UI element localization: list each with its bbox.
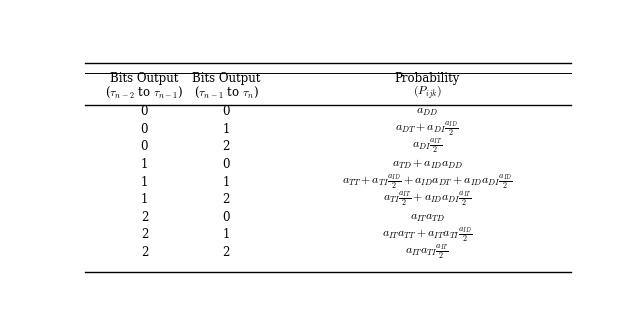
Text: $a_{TI}\frac{a_{IT}}{2} + a_{ID}a_{DI}\frac{a_{IT}}{2}$: $a_{TI}\frac{a_{IT}}{2} + a_{ID}a_{DI}\f… — [383, 190, 472, 209]
Text: 2: 2 — [141, 229, 148, 241]
Text: 2: 2 — [223, 246, 230, 259]
Text: $a_{DI}\frac{a_{IT}}{2}$: $a_{DI}\frac{a_{IT}}{2}$ — [412, 137, 442, 156]
Text: 1: 1 — [223, 229, 230, 241]
Text: 1: 1 — [223, 176, 230, 188]
Text: 0: 0 — [141, 105, 148, 118]
Text: $(P_{ijk})$: $(P_{ijk})$ — [413, 84, 442, 100]
Text: $a_{IT}a_{TT} + a_{IT}a_{TI}\frac{a_{ID}}{2}$: $a_{IT}a_{TT} + a_{IT}a_{TI}\frac{a_{ID}… — [382, 225, 472, 245]
Text: 0: 0 — [223, 105, 230, 118]
Text: $a_{TT} + a_{TI}\frac{a_{ID}}{2} + a_{ID}a_{DT} + a_{ID}a_{DI}\frac{a_{ID}}{2}$: $a_{TT} + a_{TI}\frac{a_{ID}}{2} + a_{ID… — [342, 172, 513, 192]
Text: 0: 0 — [223, 158, 230, 171]
Text: 1: 1 — [223, 122, 230, 136]
Text: ($\tau_{n-2}$ to $\tau_{n-1}$): ($\tau_{n-2}$ to $\tau_{n-1}$) — [106, 84, 184, 100]
Text: 1: 1 — [141, 176, 148, 188]
Text: Bits Output: Bits Output — [192, 72, 260, 85]
Text: 1: 1 — [141, 193, 148, 206]
Text: $a_{TD} + a_{ID}a_{DD}$: $a_{TD} + a_{ID}a_{DD}$ — [392, 158, 463, 171]
Text: 2: 2 — [223, 140, 230, 153]
Text: 1: 1 — [141, 158, 148, 171]
Text: ($\tau_{n-1}$ to $\tau_n$): ($\tau_{n-1}$ to $\tau_n$) — [194, 84, 259, 100]
Text: 2: 2 — [223, 193, 230, 206]
Text: 2: 2 — [141, 211, 148, 224]
Text: $a_{IT}a_{TI}\frac{a_{IT}}{2}$: $a_{IT}a_{TI}\frac{a_{IT}}{2}$ — [405, 243, 449, 262]
Text: $a_{DD}$: $a_{DD}$ — [417, 105, 438, 118]
Text: Probability: Probability — [394, 72, 460, 85]
Text: 2: 2 — [141, 246, 148, 259]
Text: $a_{DT} + a_{DI}\frac{a_{ID}}{2}$: $a_{DT} + a_{DI}\frac{a_{ID}}{2}$ — [396, 119, 459, 139]
Text: $a_{IT}a_{TD}$: $a_{IT}a_{TD}$ — [410, 211, 445, 224]
Text: 0: 0 — [223, 211, 230, 224]
Text: Bits Output: Bits Output — [110, 72, 179, 85]
Text: 0: 0 — [141, 140, 148, 153]
Text: 0: 0 — [141, 122, 148, 136]
